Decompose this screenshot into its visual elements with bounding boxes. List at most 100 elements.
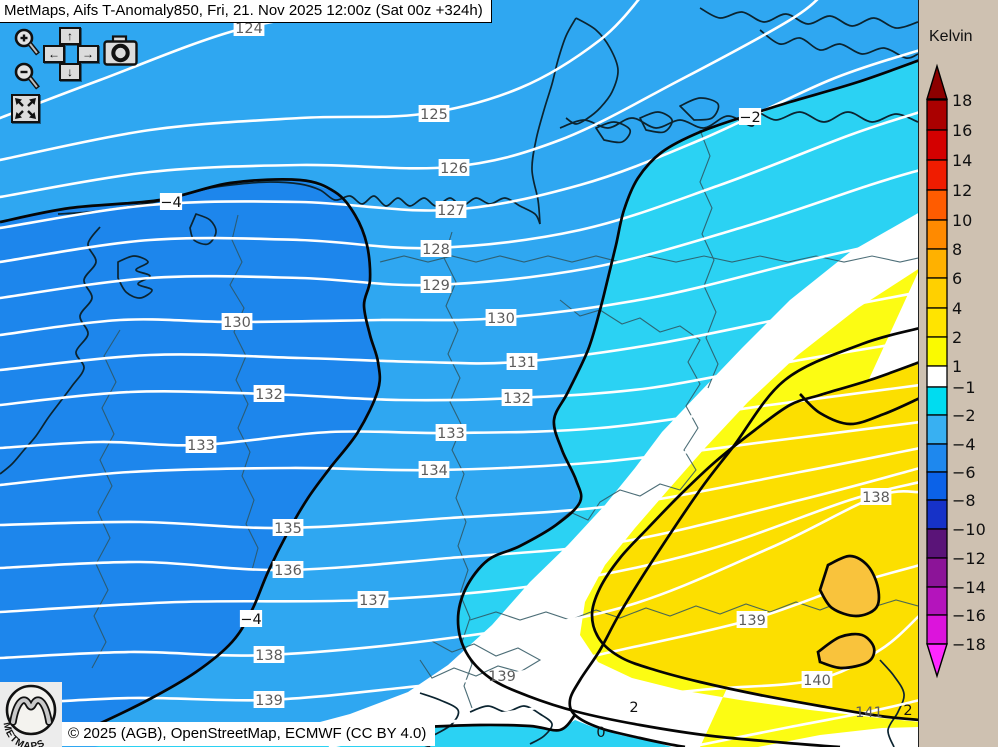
colorbar-tick-label: 6	[952, 269, 962, 288]
contour-label-text: 126	[440, 161, 468, 177]
anomaly-contour-4	[818, 554, 881, 618]
contour-label-text: 134	[420, 463, 448, 479]
anomaly-contour-2	[799, 393, 918, 426]
attribution: © 2025 (AGB), OpenStreetMap, ECMWF (CC B…	[62, 722, 436, 746]
contour-label-text: 139	[488, 669, 516, 685]
region-white-corner	[758, 727, 918, 747]
colorbar-tick-label: 14	[952, 151, 972, 170]
colorbar-tick-label: 2	[952, 328, 962, 347]
isoline-141	[688, 699, 918, 747]
contour-label-box	[159, 193, 183, 210]
isoline-128	[0, 111, 918, 264]
isoline-130	[0, 234, 918, 337]
isoline-125	[0, 0, 640, 162]
isoline-127	[0, 49, 918, 230]
metmaps-logo: METMAPS	[0, 682, 62, 747]
weather-map-svg: 124 125 126 127 128 129 130 130 131 132 132 133 133 1…	[0, 0, 918, 747]
contour-label-box	[272, 561, 304, 578]
colorbar-tick-label: −12	[952, 549, 986, 568]
anomaly-contour--2	[456, 59, 918, 747]
colorbar-tick-label: 1	[952, 357, 962, 376]
contour-label-text: 0	[596, 725, 605, 741]
contour-label-text: 139	[738, 613, 766, 629]
coastline	[595, 121, 632, 144]
camera-icon	[103, 35, 138, 66]
snapshot-button[interactable]	[103, 34, 139, 67]
contour-label-box	[860, 488, 892, 505]
contour-label-text: 2	[629, 700, 638, 716]
colorbar-arrow-bottom	[926, 643, 948, 679]
contour-label-text: 2	[903, 703, 912, 719]
colorbar-box	[926, 386, 948, 416]
contour-label-text: 135	[274, 521, 302, 537]
colorbar-tick-label: 8	[952, 240, 962, 259]
contour-label-box	[420, 240, 452, 257]
contour-label-box	[501, 389, 533, 406]
isoline-137	[0, 481, 918, 614]
contour-label-box	[253, 385, 285, 402]
colorbar-box	[926, 248, 948, 279]
contour-label-text: 140	[803, 673, 831, 689]
colorbar-tick-label: −4	[952, 435, 976, 454]
coastline	[117, 255, 153, 299]
border-line	[91, 329, 121, 669]
isoline-133	[0, 383, 918, 450]
contour-label-text: 128	[422, 242, 450, 258]
arrow-up-icon: ↑	[67, 29, 73, 43]
fullscreen-button[interactable]	[11, 94, 40, 123]
contour-label-box	[253, 691, 285, 708]
contour-label-box	[420, 276, 452, 293]
zoom-in-button[interactable]	[13, 27, 43, 59]
isoline-136	[0, 467, 918, 572]
contour-label-box	[253, 646, 285, 663]
contour-label-text: 130	[487, 311, 515, 327]
isoline-labels: 124 125 126 127 128 129 130 130 131 132 132 133 133 1…	[185, 19, 892, 721]
contour-label-text: 138	[862, 490, 890, 506]
border-line	[699, 129, 719, 389]
colorbar-arrow-top	[926, 63, 948, 100]
coastline	[639, 111, 673, 134]
contour-label-box	[801, 671, 833, 688]
contour-label-text: 133	[187, 438, 215, 454]
map-canvas[interactable]: 124 125 126 127 128 129 130 130 131 132 132 133 133 1…	[0, 0, 918, 747]
anomaly-contours	[0, 59, 918, 747]
colorbar-tick-label: −1	[952, 378, 976, 397]
anomaly-labels: −4 −4 −2 0 2 2	[159, 108, 913, 741]
contour-label-text: 141	[855, 705, 883, 721]
colorbar-box	[926, 557, 948, 588]
colorbar-box	[926, 129, 948, 161]
isoline-129	[0, 169, 918, 300]
legend-panel: Kelvin 18 16 14 12 10 8 6 4 2 1 −1 −2 −4 −6 −8 −10 −12 −1…	[918, 0, 998, 747]
colorbar-box	[926, 99, 948, 131]
fullscreen-icon	[15, 98, 36, 119]
legend-unit-label: Kelvin	[929, 28, 973, 45]
pan-down-button[interactable]: ↓	[59, 63, 81, 81]
pan-up-button[interactable]: ↑	[59, 27, 81, 45]
arrow-left-icon: ←	[48, 47, 60, 61]
contour-label-box	[233, 19, 265, 36]
colorbar-box	[926, 159, 948, 191]
contour-label-text: 139	[255, 693, 283, 709]
contour-label-box	[438, 159, 470, 176]
isolines	[0, 0, 918, 747]
colorbar-tick-label: 16	[952, 121, 972, 140]
colorbar-box	[926, 414, 948, 445]
arrow-right-icon: →	[82, 47, 94, 61]
colorbar-tick-label: −10	[952, 520, 986, 539]
colorbar-box	[926, 499, 948, 530]
anomaly-contour-4	[816, 632, 876, 670]
pan-left-button[interactable]: ←	[43, 45, 65, 63]
colorbar-tick-label: −8	[952, 491, 976, 510]
colorbar-tick-label: 18	[952, 91, 972, 110]
colorbar-box	[926, 471, 948, 501]
zoom-out-button[interactable]	[13, 61, 43, 93]
pan-right-button[interactable]: →	[77, 45, 99, 63]
colorbar-box	[926, 277, 948, 309]
contour-label-box	[435, 424, 467, 441]
contour-label-text: 125	[420, 107, 448, 123]
coastline	[699, 7, 918, 29]
contour-label-text: 136	[274, 563, 302, 579]
border-line	[443, 231, 473, 709]
isoline-131	[0, 291, 918, 372]
